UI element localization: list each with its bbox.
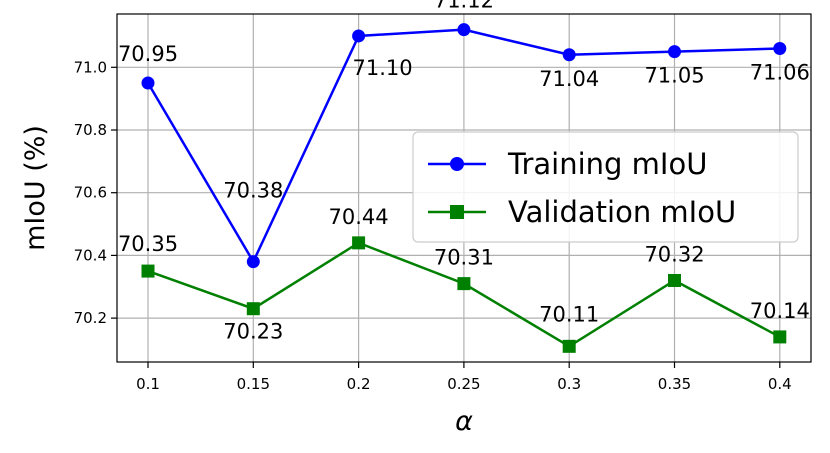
data-label: 70.44	[329, 205, 389, 229]
data-label: 70.23	[223, 320, 283, 344]
data-point	[668, 45, 681, 59]
data-point	[141, 264, 155, 278]
y-tick-label: 70.4	[74, 246, 107, 264]
x-tick-label: 0.1	[136, 375, 160, 393]
legend: Training mIoU Validation mIoU	[412, 131, 799, 243]
data-point	[352, 29, 366, 43]
legend-label: Validation mIoU	[508, 195, 736, 229]
data-label: 70.11	[539, 302, 599, 326]
data-point	[562, 339, 576, 353]
y-tick-label: 70.6	[74, 184, 107, 202]
legend-box	[412, 131, 799, 243]
series-training: 70.95 70.38 71.10 71.12 71.04 71.05 71.06	[118, 0, 810, 269]
data-label: 70.14	[750, 299, 810, 323]
y-axis-title: mIoU (%)	[20, 125, 51, 251]
data-label: 71.12	[434, 0, 494, 13]
y-tick-label: 70.8	[74, 121, 107, 139]
data-label: 71.04	[539, 67, 599, 91]
x-tick-label: 0.4	[768, 375, 792, 393]
data-point	[668, 273, 681, 287]
data-point	[141, 76, 155, 90]
series-validation: 70.35 70.23 70.44 70.31 70.11 70.32 70.14	[118, 205, 810, 353]
data-label: 71.06	[750, 60, 810, 84]
x-tick-label: 0.25	[447, 375, 480, 393]
series-layer: 70.95 70.38 71.10 71.12 71.04 71.05 71.06 70.35…	[118, 0, 810, 353]
data-point	[246, 255, 260, 269]
data-point	[562, 48, 576, 62]
legend-label: Training mIoU	[507, 147, 707, 181]
data-label: 70.35	[118, 232, 178, 256]
data-point	[246, 302, 260, 316]
x-axis-title: α	[455, 406, 473, 437]
y-tick-label: 70.2	[74, 309, 107, 327]
data-point	[773, 330, 787, 344]
x-tick-label: 0.35	[658, 375, 691, 393]
data-point	[773, 41, 787, 55]
y-tick-label: 71.0	[74, 58, 107, 76]
legend-marker	[450, 205, 464, 219]
x-tick-label: 0.3	[557, 375, 581, 393]
legend-marker	[450, 157, 464, 171]
data-label: 70.95	[118, 42, 178, 66]
data-point	[457, 23, 471, 37]
data-label: 70.31	[434, 246, 494, 270]
data-label: 70.32	[644, 242, 704, 266]
x-tick-label: 0.2	[347, 375, 371, 393]
data-label: 71.10	[353, 56, 413, 80]
x-tick-label: 0.15	[237, 375, 270, 393]
data-label: 70.38	[223, 179, 283, 203]
data-label: 71.05	[644, 64, 704, 88]
data-point	[352, 236, 366, 250]
data-point	[457, 277, 471, 291]
axes: 0.1 0.15 0.2 0.25 0.3 0.35 0.4 70.2 70.4 70.6 70.8…	[74, 58, 792, 393]
